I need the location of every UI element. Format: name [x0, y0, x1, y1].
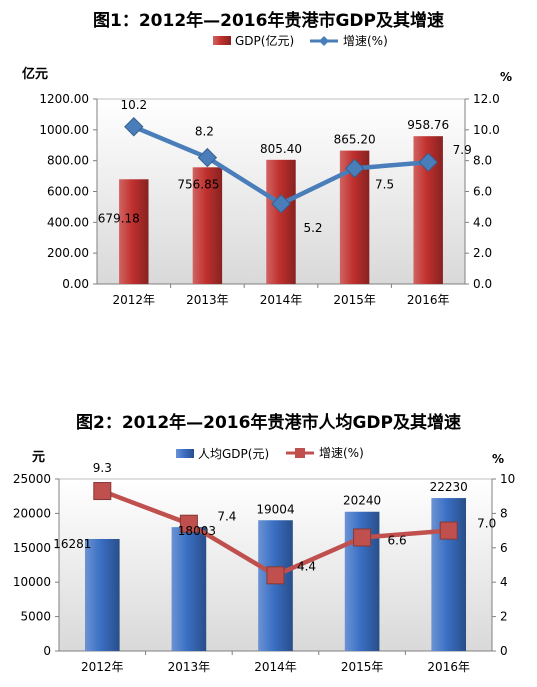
bar-data-label: 679.18: [98, 211, 140, 225]
chart-per-capita-gdp: 0 5000 10000 15000 20000 25000 0 2 4 6 8 10 元% 2012年 2…: [0, 400, 537, 687]
line-marker: [344, 158, 365, 179]
bar-data-label: 18003: [178, 524, 216, 538]
bar: [192, 167, 223, 284]
bar-data-label: 22230: [430, 480, 468, 494]
x-tick-label: 2014年: [254, 660, 297, 674]
line-marker: [266, 566, 285, 585]
line-marker: [418, 152, 438, 172]
bar-data-label: 19004: [256, 502, 294, 516]
y-right-tick-label: 12.0: [473, 92, 500, 106]
line-marker: [124, 117, 144, 137]
bar: [266, 159, 296, 284]
y-left-tick-label: 25000: [13, 472, 51, 486]
y-left-tick-label: 1200.00: [39, 92, 89, 106]
line-marker: [353, 528, 372, 547]
legend-line-label: 增速(%): [343, 34, 388, 48]
y-left-unit: 元: [32, 450, 45, 465]
y-right-tick-label: 10.0: [473, 123, 500, 137]
bar: [171, 527, 207, 651]
line-data-label: 8.2: [195, 125, 214, 139]
x-tick-label: 2012年: [113, 293, 156, 307]
line-marker: [93, 482, 112, 501]
line-data-label: 10.2: [120, 98, 147, 112]
y-right-unit: %: [500, 70, 512, 84]
line-data-label: 9.3: [93, 461, 112, 475]
legend-line-marker: [295, 448, 305, 458]
y-right-tick-label: 4.0: [473, 215, 492, 229]
bar: [431, 498, 467, 651]
line-data-label: 7.5: [375, 177, 394, 191]
y-left-tick-label: 800.00: [47, 154, 89, 168]
y-right-tick-label: 8.0: [473, 154, 492, 168]
line-data-label: 7.9: [453, 143, 472, 157]
line-data-label: 5.2: [303, 221, 322, 235]
chart-gdp: 0.00 200.00 400.00 600.00 800.00 1000.00 1200.…: [0, 0, 537, 330]
y-right-tick-label: 6.0: [473, 185, 492, 199]
legend-bar-swatch: [176, 449, 194, 458]
bar: [84, 538, 120, 651]
y-right-tick-label: 10: [500, 472, 515, 486]
bar-data-label: 805.40: [260, 142, 302, 156]
y-left-tick-label: 200.00: [47, 246, 89, 260]
bar-data-label: 16281: [53, 537, 91, 551]
legend-bar-swatch: [213, 36, 231, 45]
legend-line-label: 增速(%): [319, 446, 364, 460]
x-tick-label: 2013年: [186, 293, 229, 307]
legend-bar-label: 人均GDP(元): [198, 447, 269, 461]
line-data-label: 4.4: [297, 559, 316, 573]
y-left-tick-label: 20000: [13, 506, 51, 520]
x-tick-label: 2014年: [260, 293, 303, 307]
chart-per-capita-gdp-svg: 0 5000 10000 15000 20000 25000 0 2 4 6 8 10 元 % 2012年 2…: [13, 446, 515, 674]
x-tick-label: 2015年: [333, 293, 376, 307]
y-right-unit: %: [492, 452, 504, 466]
y-right-tick-label: 0.0: [473, 277, 492, 291]
line-data-label: 7.4: [217, 510, 236, 524]
chart-title: 图1：2012年—2016年贵港市GDP及其增速: [93, 11, 444, 31]
y-left-tick-label: 0: [43, 644, 51, 658]
chart-title: 图2：2012年—2016年贵港市人均GDP及其增速: [76, 413, 461, 433]
bar: [119, 179, 149, 284]
y-left-tick-label: 15000: [13, 541, 51, 555]
legend-line-marker: [319, 36, 329, 46]
bar: [258, 520, 293, 651]
bar-data-label: 958.76: [407, 118, 449, 132]
y-left-tick-label: 10000: [13, 575, 51, 589]
x-tick-label: 2016年: [407, 293, 450, 307]
line-marker: [439, 521, 458, 540]
y-left-unit: 亿元: [22, 66, 48, 82]
y-right-tick-label: 0: [500, 644, 508, 658]
line-marker: [179, 514, 198, 533]
legend-bar-label: GDP(亿元): [235, 33, 294, 48]
chart-gdp-svg: 0.00 200.00 400.00 600.00 800.00 1000.00 1200.…: [22, 33, 512, 307]
y-left-tick-label: 1000.00: [39, 123, 89, 137]
y-right-tick-label: 6: [500, 541, 508, 555]
line-marker: [197, 147, 218, 168]
line-marker: [271, 194, 291, 214]
y-left-tick-label: 0.00: [62, 277, 89, 291]
bar-data-label: 865.20: [334, 133, 376, 147]
y-right-tick-label: 8: [500, 506, 508, 520]
x-tick-label: 2013年: [168, 660, 211, 674]
y-right-tick-label: 2.0: [473, 246, 492, 260]
x-tick-label: 2012年: [81, 660, 124, 674]
y-left-tick-label: 400.00: [47, 215, 89, 229]
x-tick-label: 2015年: [341, 660, 384, 674]
y-left-tick-label: 5000: [20, 610, 51, 624]
y-right-tick-label: 4: [500, 575, 508, 589]
y-left-tick-label: 600.00: [47, 185, 89, 199]
y-right-tick-label: 2: [500, 610, 508, 624]
bar-data-label: 20240: [343, 494, 381, 508]
bar-data-label: 756.85: [177, 177, 219, 191]
x-tick-label: 2016年: [427, 660, 470, 674]
line-data-label: 7.0: [477, 517, 496, 531]
line-data-label: 6.6: [388, 533, 407, 547]
